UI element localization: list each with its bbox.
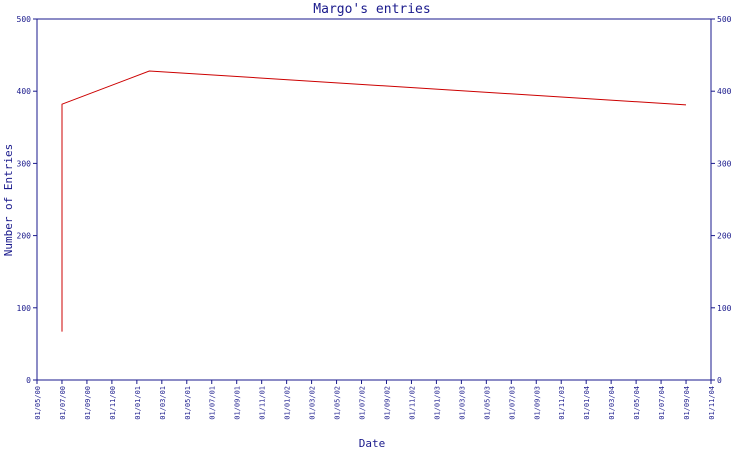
x-tick-label: 01/09/02 <box>383 386 391 420</box>
y-tick-label-right: 100 <box>717 304 732 313</box>
x-tick-label: 01/07/03 <box>508 386 516 420</box>
x-tick-label: 01/05/00 <box>34 386 42 420</box>
x-tick-label: 01/09/04 <box>683 386 691 420</box>
y-tick-label-left: 100 <box>17 304 32 313</box>
x-tick-label: 01/11/03 <box>558 386 566 420</box>
y-axis-right: 0 100 200 300 400 500 <box>711 15 732 385</box>
x-tick-label: 01/07/00 <box>59 386 67 420</box>
x-tick-label: 01/01/01 <box>134 386 142 420</box>
x-tick-label: 01/09/01 <box>234 386 242 420</box>
x-tick-label: 01/03/02 <box>309 386 317 420</box>
y-tick-label-right: 200 <box>717 232 732 241</box>
chart-title: Margo's entries <box>313 2 430 17</box>
x-axis-label: Date <box>359 437 386 450</box>
y-axis-label: Number of Entries <box>2 144 15 257</box>
series-layer <box>61 70 687 332</box>
series-line <box>61 70 687 332</box>
x-tick-label: 01/05/04 <box>633 386 641 420</box>
x-tick-label: 01/05/02 <box>334 386 342 420</box>
y-tick-label-left: 300 <box>17 159 32 168</box>
x-tick-label: 01/07/02 <box>359 386 367 420</box>
y-tick-label-left: 200 <box>17 232 32 241</box>
y-tick-label-left: 400 <box>17 87 32 96</box>
y-axis-left: 0 100 200 300 400 500 <box>17 15 37 385</box>
x-tick-label: 01/11/00 <box>109 386 117 420</box>
x-tick-label: 01/05/01 <box>184 386 192 420</box>
x-tick-label: 01/01/02 <box>284 386 292 420</box>
x-tick-label: 01/09/00 <box>84 386 92 420</box>
y-tick-label-left: 0 <box>26 376 31 385</box>
x-tick-label: 01/07/01 <box>209 386 217 420</box>
x-tick-label: 01/11/02 <box>408 386 416 420</box>
x-tick-label: 01/11/04 <box>708 386 716 420</box>
y-tick-label-right: 300 <box>717 159 732 168</box>
x-tick-label: 01/03/01 <box>159 386 167 420</box>
x-tick-label: 01/09/03 <box>533 386 541 420</box>
y-tick-label-right: 0 <box>717 376 722 385</box>
x-tick-label: 01/03/03 <box>458 386 466 420</box>
x-tick-label: 01/05/03 <box>483 386 491 420</box>
y-tick-label-left: 500 <box>17 15 32 24</box>
y-tick-label-right: 400 <box>717 87 732 96</box>
plot-frame <box>36 18 712 381</box>
x-tick-label: 01/01/03 <box>433 386 441 420</box>
x-tick-label: 01/01/04 <box>583 386 591 420</box>
x-axis: 01/05/00 01/07/00 01/09/00 01/11/00 01/01/01… <box>34 380 716 420</box>
x-tick-label: 01/03/04 <box>608 386 616 420</box>
x-tick-label: 01/11/01 <box>259 386 267 420</box>
x-tick-label: 01/07/04 <box>658 386 666 420</box>
y-tick-label-right: 500 <box>717 15 732 24</box>
